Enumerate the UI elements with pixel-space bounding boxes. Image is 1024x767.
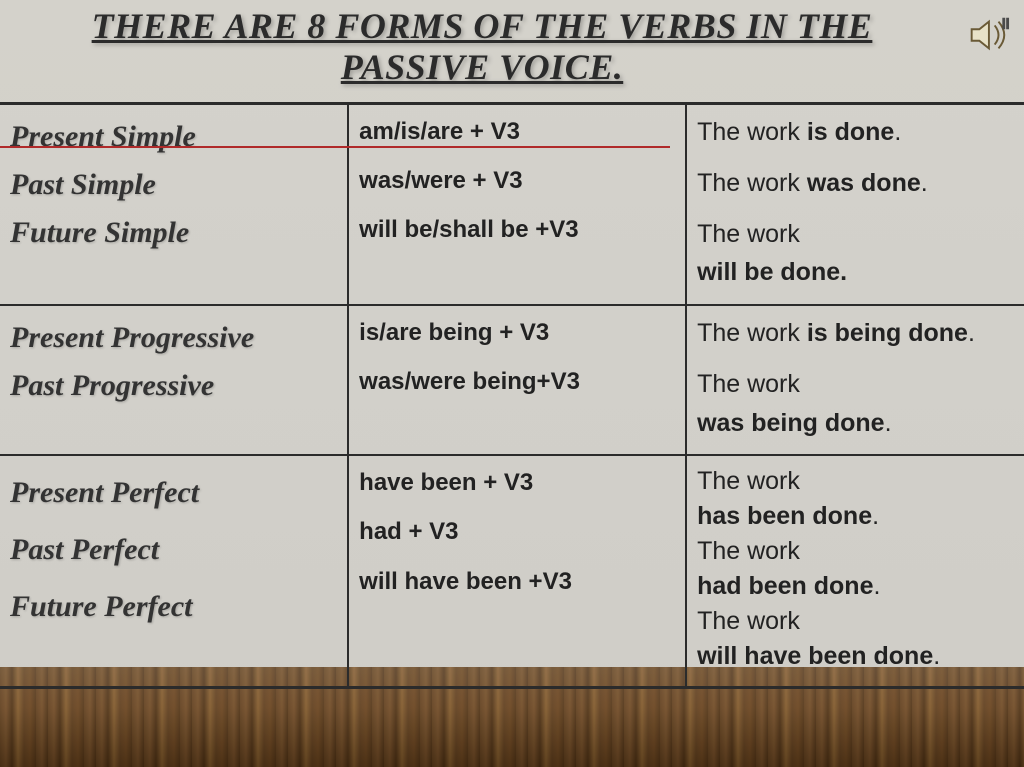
tense-name: Present Simple <box>10 113 337 161</box>
form-cell: is/are being + V3 was/were being+V3 <box>348 305 686 455</box>
example-line: was being done. <box>697 404 1014 443</box>
form-text: was/were being+V3 <box>359 363 675 400</box>
tense-name: Past Simple <box>10 161 337 209</box>
example-line: The work is being done. <box>697 314 1014 353</box>
form-text: will have been +V3 <box>359 563 675 600</box>
example-line: has been done. <box>697 499 1014 534</box>
tense-cell: Present Simple Past Simple Future Simple <box>0 104 348 306</box>
table-row: Present Simple Past Simple Future Simple… <box>0 104 1024 306</box>
example-line: had been done. <box>697 569 1014 604</box>
red-underline <box>0 146 670 148</box>
tense-name: Future Perfect <box>10 578 337 635</box>
table-row: Present Progressive Past Progressive is/… <box>0 305 1024 455</box>
example-line: will be done. <box>697 253 1014 292</box>
form-text: was/were + V3 <box>359 162 675 199</box>
tense-name: Past Perfect <box>10 521 337 578</box>
example-line: The work <box>697 604 1014 639</box>
form-text: am/is/are + V3 <box>359 113 675 150</box>
form-text: had + V3 <box>359 513 675 550</box>
page-title: THERE ARE 8 FORMS OF THE VERBS IN THE PA… <box>0 6 1024 89</box>
tense-name: Present Perfect <box>10 464 337 521</box>
example-line: The work <box>697 534 1014 569</box>
form-text: have been + V3 <box>359 464 675 501</box>
example-line: The work <box>697 365 1014 404</box>
tense-cell: Present Perfect Past Perfect Future Perf… <box>0 455 348 688</box>
sound-icon[interactable] <box>964 12 1010 58</box>
form-text: is/are being + V3 <box>359 314 675 351</box>
tense-name: Past Progressive <box>10 362 337 410</box>
tense-name: Present Progressive <box>10 314 337 362</box>
example-line: will have been done. <box>697 639 1014 674</box>
example-line: The work is done. <box>697 113 1014 152</box>
form-cell: have been + V3 had + V3 will have been +… <box>348 455 686 688</box>
example-cell: The work has been done. The work had bee… <box>686 455 1024 688</box>
form-text: will be/shall be +V3 <box>359 211 675 248</box>
example-line: The work <box>697 215 1014 254</box>
tense-cell: Present Progressive Past Progressive <box>0 305 348 455</box>
passive-voice-table: Present Simple Past Simple Future Simple… <box>0 102 1024 689</box>
form-cell: am/is/are + V3 was/were + V3 will be/sha… <box>348 104 686 306</box>
tense-name: Future Simple <box>10 209 337 257</box>
example-cell: The work is done. The work was done. The… <box>686 104 1024 306</box>
table-row: Present Perfect Past Perfect Future Perf… <box>0 455 1024 688</box>
example-line: The work was done. <box>697 164 1014 203</box>
example-line: The work <box>697 464 1014 499</box>
example-cell: The work is being done. The work was bei… <box>686 305 1024 455</box>
